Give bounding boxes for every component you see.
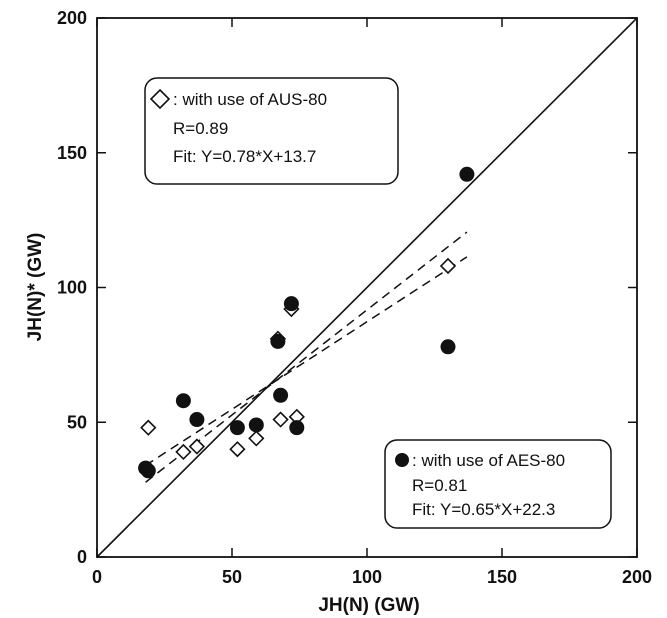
legend-aus-stat: R=0.89 (173, 119, 228, 138)
y-tick-label: 50 (67, 412, 87, 432)
x-tick-label: 100 (352, 567, 382, 587)
data-point-circle (140, 463, 156, 479)
data-point-diamond (140, 419, 157, 436)
legend-aes-circle-icon (395, 453, 409, 467)
data-point-circle (248, 417, 264, 433)
y-tick-label: 200 (57, 8, 87, 28)
x-tick-label: 0 (92, 567, 102, 587)
data-point-diamond (248, 430, 265, 447)
data-point-circle (289, 420, 305, 436)
data-point-circle (440, 339, 456, 355)
data-point-circle (273, 387, 289, 403)
legend-box-aus-frame (144, 77, 399, 185)
legend-aes-label: : with use of AES-80 (412, 451, 565, 470)
x-axis-title: JH(N) (GW) (318, 595, 419, 616)
identity-line (96, 17, 638, 558)
y-tick-label: 0 (77, 547, 87, 567)
y-tick-label: 100 (57, 278, 87, 298)
x-tick-label: 200 (622, 567, 652, 587)
legend-box-aes-frame (384, 439, 612, 529)
y-tick-label: 150 (57, 143, 87, 163)
data-point-diamond (272, 411, 289, 428)
fit-line-series-0 (145, 231, 468, 483)
legend-box-aus: : with use of AUS-80 R=0.89 Fit: Y=0.78*… (144, 77, 399, 185)
x-tick-label: 150 (487, 567, 517, 587)
legend-aus-diamond-icon (149, 88, 171, 110)
legend-aes-stat: R=0.81 (412, 476, 467, 495)
data-point-circle (283, 296, 299, 312)
data-point-diamond (175, 443, 192, 461)
legend-aus-fit: Fit: Y=0.78*X+13.7 (173, 147, 316, 166)
data-point-circle (229, 420, 245, 436)
axes: 0 50 100 150 200 0 50 100 150 200 (57, 8, 652, 587)
data-point-circle (175, 393, 191, 409)
y-axis-title: JH(N)* (GW) (25, 233, 46, 342)
data-marks (138, 166, 475, 479)
data-point-circle (189, 412, 205, 428)
data-point-diamond (229, 441, 246, 458)
legend-box-aes: : with use of AES-80 R=0.81 Fit: Y=0.65*… (384, 439, 612, 529)
data-point-circle (270, 333, 286, 349)
fit-line-series-1 (145, 256, 468, 466)
legend-aus-label: : with use of AUS-80 (173, 90, 327, 109)
legend-aes-fit: Fit: Y=0.65*X+22.3 (412, 500, 555, 519)
data-point-circle (459, 166, 475, 182)
data-point-diamond (188, 438, 206, 455)
data-point-diamond (439, 257, 457, 275)
x-tick-label: 50 (222, 567, 242, 587)
fit-lines (96, 17, 638, 558)
